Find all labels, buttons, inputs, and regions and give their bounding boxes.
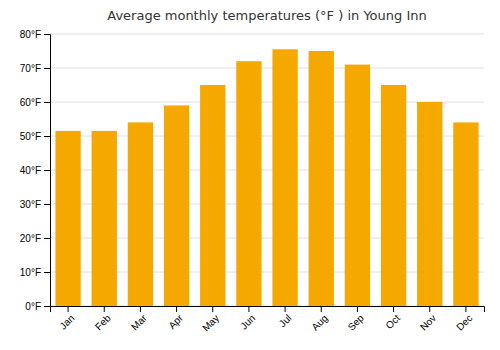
bar <box>417 102 442 306</box>
x-axis: Jan Feb Mar Apr May Jun Jul Aug Sep Oct Nov Dec <box>51 306 485 334</box>
tick-label: Jan <box>57 312 76 331</box>
y-tick: 60°F <box>20 97 50 108</box>
x-tick: Feb <box>93 306 113 332</box>
tick-label: 10°F <box>20 267 41 278</box>
tick-label: 0°F <box>25 301 41 312</box>
bar <box>453 122 478 306</box>
tick-label: Jun <box>238 312 257 331</box>
tick-mark <box>44 306 50 307</box>
tick-label: Oct <box>383 312 402 331</box>
tick-mark <box>212 306 213 312</box>
tick-mark <box>393 306 394 312</box>
x-tick: Sep <box>346 306 367 333</box>
tick-mark <box>248 306 249 312</box>
tick-mark <box>104 306 105 312</box>
tick-mark <box>68 306 69 312</box>
x-tick: Nov <box>418 306 438 333</box>
x-tick: Mar <box>129 306 149 332</box>
tick-label: Feb <box>93 312 113 332</box>
bar <box>272 49 297 306</box>
tick-mark <box>44 272 50 273</box>
bar <box>309 51 334 306</box>
y-tick: 30°F <box>20 199 50 210</box>
bar <box>92 131 117 306</box>
y-tick: 50°F <box>20 131 50 142</box>
tick-mark <box>44 238 50 239</box>
tick-label: Aug <box>309 312 329 332</box>
title: Average monthly temperatures (°F ) in Yo… <box>107 8 426 23</box>
x-tick: Aug <box>309 306 329 333</box>
y-tick: 70°F <box>20 63 50 74</box>
tick-label: Dec <box>454 312 474 332</box>
tick-label: Sep <box>346 312 367 333</box>
y-tick: 40°F <box>20 165 50 176</box>
bar <box>200 85 225 306</box>
axis-line <box>44 35 51 307</box>
x-tick: May <box>200 306 221 334</box>
x-tick: Jan <box>57 306 76 332</box>
plot: 0°F 10°F 20°F 30°F 40°F 50°F 60°F 70°F 80°F Jan Fe… <box>20 29 485 334</box>
tick-mark <box>465 306 466 312</box>
x-tick: Jul <box>277 306 294 329</box>
x-tick: Dec <box>454 306 474 333</box>
grid <box>50 34 484 306</box>
tick-mark <box>429 306 430 312</box>
tick-mark <box>44 34 50 35</box>
tick-mark <box>44 204 50 205</box>
tick-mark <box>44 68 50 69</box>
tick-label: Mar <box>129 312 149 332</box>
bar <box>164 105 189 306</box>
y-tick: 0°F <box>25 301 50 312</box>
chart: 0°F 10°F 20°F 30°F 40°F 50°F 60°F 70°F 80°F Jan Fe… <box>0 0 500 350</box>
x-tick: Apr <box>166 306 185 331</box>
tick-label: 20°F <box>20 233 41 244</box>
tick-mark <box>44 170 50 171</box>
tick-mark <box>176 306 177 312</box>
bar <box>345 65 370 306</box>
y-tick: 20°F <box>20 233 50 244</box>
tick-mark <box>44 136 50 137</box>
bar <box>381 85 406 306</box>
bars <box>55 49 478 306</box>
grid-line <box>50 68 484 69</box>
axis-line <box>51 307 485 313</box>
tick-label: Jul <box>277 312 294 329</box>
tick-label: 60°F <box>20 97 41 108</box>
tick-label: Apr <box>166 312 185 331</box>
tick-label: May <box>200 312 221 333</box>
tick-mark <box>140 306 141 312</box>
y-axis: 0°F 10°F 20°F 30°F 40°F 50°F 60°F 70°F 80°F <box>20 29 51 312</box>
tick-label: 40°F <box>20 165 41 176</box>
y-tick: 80°F <box>20 29 50 40</box>
x-tick: Oct <box>383 306 402 331</box>
tick-label: 80°F <box>20 29 41 40</box>
tick-mark <box>321 306 322 312</box>
tick-mark <box>285 306 286 312</box>
grid-line <box>50 34 484 35</box>
tick-label: Nov <box>418 312 438 332</box>
bar <box>55 131 80 306</box>
tick-label: 50°F <box>20 131 41 142</box>
tick-mark <box>44 102 50 103</box>
x-tick: Jun <box>238 306 257 332</box>
bar <box>128 122 153 306</box>
bar <box>236 61 261 306</box>
tick-mark <box>357 306 358 312</box>
tick-label: 70°F <box>20 63 41 74</box>
tick-label: 30°F <box>20 199 41 210</box>
y-tick: 10°F <box>20 267 50 278</box>
